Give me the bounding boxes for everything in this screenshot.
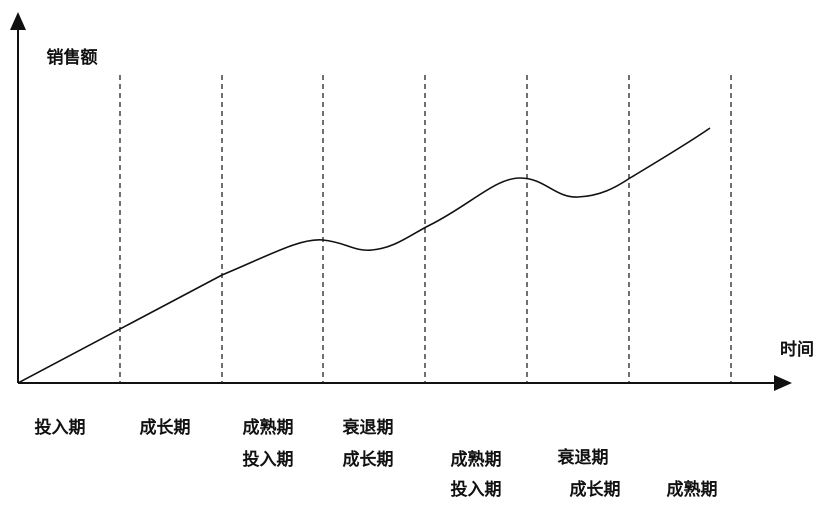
phase-dividers — [119, 75, 732, 383]
phase-label: 投入期 — [243, 449, 294, 470]
phase-label: 成熟期 — [243, 417, 294, 438]
sales-curve — [17, 127, 711, 384]
phase-label: 成熟期 — [451, 449, 502, 470]
x-axis-label: 时间 — [780, 339, 814, 360]
phase-label: 成长期 — [343, 449, 394, 470]
phase-label: 成长期 — [140, 417, 191, 438]
y-axis-label: 销售额 — [47, 47, 98, 68]
phase-label: 投入期 — [35, 417, 86, 438]
phase-label: 衰退期 — [342, 417, 394, 438]
phase-label: 成长期 — [570, 479, 621, 500]
phase-label: 衰退期 — [557, 447, 609, 468]
phase-label: 成熟期 — [667, 479, 718, 500]
phase-label: 投入期 — [451, 479, 502, 500]
